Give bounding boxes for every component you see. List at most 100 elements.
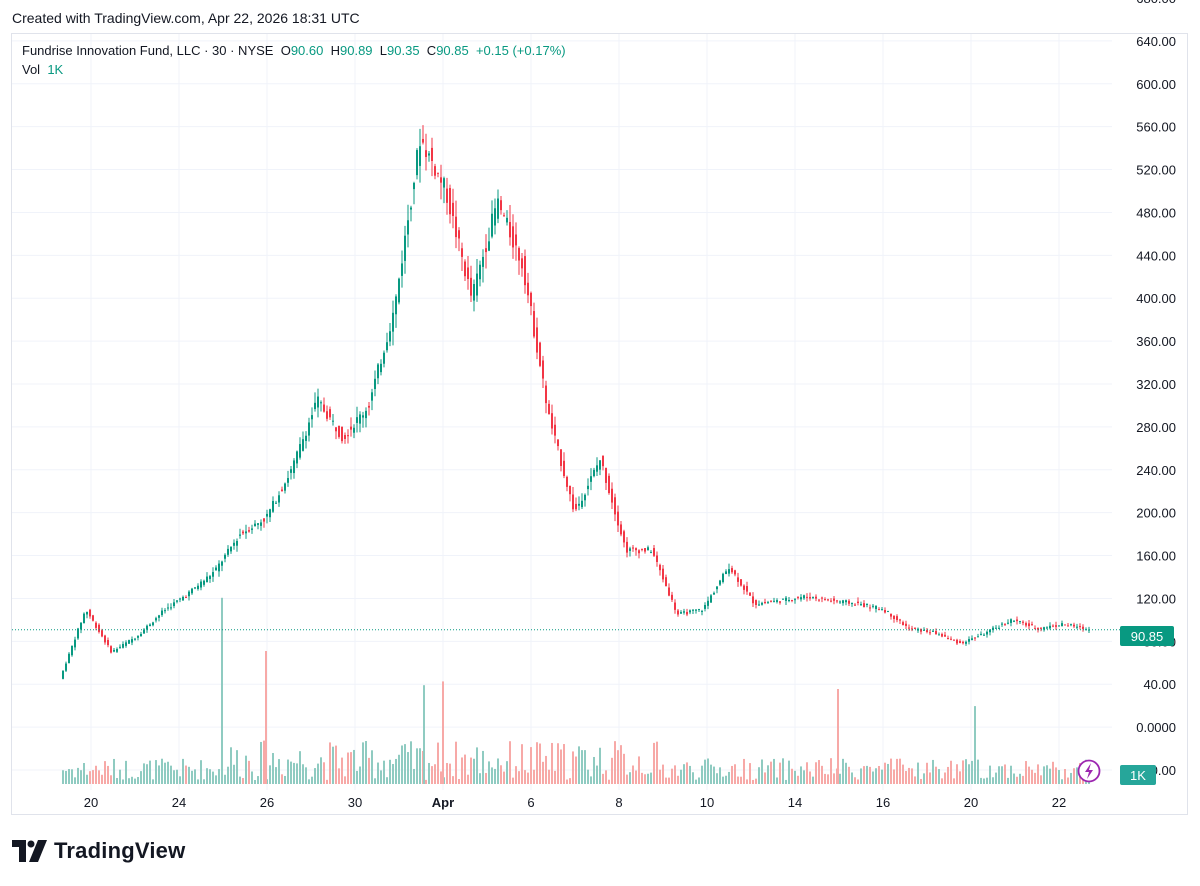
candle-body — [872, 605, 874, 607]
y-tick-label: 640.00 — [1136, 34, 1176, 49]
volume-bar — [605, 770, 607, 784]
candle-body — [617, 511, 619, 526]
candle-body — [440, 177, 442, 183]
volume-bar — [692, 772, 694, 784]
volume-bar — [326, 779, 328, 784]
volume-bar — [716, 773, 718, 784]
candle-body — [89, 609, 91, 617]
legend-vol-label[interactable]: Vol — [22, 62, 41, 77]
volume-bar — [890, 758, 892, 784]
candle-body — [761, 602, 763, 605]
volume-bar — [545, 755, 547, 784]
candle-body — [764, 601, 766, 603]
candle-body — [365, 410, 367, 419]
candle-body — [470, 277, 472, 296]
candle-body — [182, 596, 184, 601]
candle-body — [932, 630, 934, 632]
volume-bar — [386, 777, 388, 784]
volume-bar — [218, 769, 220, 784]
candle-body — [857, 601, 859, 604]
volume-bar — [284, 775, 286, 784]
candle-body — [155, 618, 157, 621]
legend-symbol[interactable]: Fundrise Innovation Fund, LLC · 30 · NYS… — [22, 43, 274, 58]
volume-bar — [698, 777, 700, 784]
candle-body — [110, 646, 112, 653]
candle-body — [68, 653, 70, 664]
candle-body — [770, 601, 772, 603]
candle-body — [782, 598, 784, 600]
y-tick-label: 160.00 — [1136, 549, 1176, 564]
volume-bar — [902, 764, 904, 784]
x-tick-label: 26 — [260, 795, 274, 810]
volume-bar — [1040, 775, 1042, 784]
volume-bar — [899, 758, 901, 784]
candle-body — [359, 414, 361, 424]
candle-body — [620, 524, 622, 535]
candle-body — [515, 234, 517, 246]
volume-bar — [305, 767, 307, 784]
candle-body — [653, 548, 655, 556]
candle-body — [947, 637, 949, 639]
candle-body — [485, 248, 487, 253]
volume-bar — [530, 747, 532, 784]
candle-body — [239, 534, 241, 536]
candle-body — [1004, 623, 1006, 625]
volume-bar — [758, 767, 760, 784]
volume-bar — [128, 778, 130, 784]
candle-body — [929, 632, 931, 634]
volume-bar — [425, 779, 427, 784]
volume-bar — [659, 769, 661, 784]
candle-body — [248, 530, 250, 532]
volume-bar — [1037, 764, 1039, 784]
candle-body — [1037, 627, 1039, 630]
candle-body — [512, 226, 514, 248]
volume-bar — [497, 758, 499, 784]
candle-body — [443, 178, 445, 188]
volume-bar — [110, 775, 112, 784]
candle-body — [809, 597, 811, 599]
volume-spike — [221, 597, 223, 784]
lightning-icon[interactable] — [1077, 759, 1101, 783]
legend-low-label: L — [379, 43, 388, 58]
volume-bar — [71, 769, 73, 784]
candle-body — [785, 597, 787, 601]
candle-body — [176, 600, 178, 602]
candle-body — [347, 435, 349, 437]
candle-body — [353, 427, 355, 433]
volume-bar — [566, 779, 568, 784]
volume-bar — [419, 748, 421, 784]
volume-bar — [620, 745, 622, 784]
volume-bar — [893, 769, 895, 784]
volume-bar — [368, 757, 370, 784]
volume-bar — [617, 750, 619, 784]
volume-bar — [869, 766, 871, 784]
candle-body — [446, 188, 448, 203]
candle-body — [461, 248, 463, 257]
volume-bar — [503, 771, 505, 784]
volume-bar — [1031, 769, 1033, 784]
volume-bar — [302, 764, 304, 784]
volume-bar — [476, 747, 478, 784]
volume-bar — [515, 766, 517, 784]
candle-body — [71, 645, 73, 656]
x-tick-label: 24 — [172, 795, 186, 810]
volume-bar — [878, 766, 880, 784]
volume-bar — [917, 762, 919, 784]
last-price-label: 90.85 — [1120, 626, 1174, 646]
volume-bar — [299, 751, 301, 784]
volume-bar — [602, 773, 604, 784]
candle-body — [317, 396, 319, 408]
candle-body — [731, 568, 733, 573]
candle-body — [497, 198, 499, 219]
volume-bar — [140, 771, 142, 784]
candle-body — [869, 607, 871, 609]
volume-bars — [62, 597, 1090, 784]
candle-body — [752, 596, 754, 604]
candle-body — [974, 637, 976, 639]
candle-body — [833, 598, 835, 601]
candle-body — [218, 563, 220, 572]
volume-bar — [872, 771, 874, 784]
candle-body — [728, 569, 730, 574]
volume-bar — [86, 774, 88, 784]
